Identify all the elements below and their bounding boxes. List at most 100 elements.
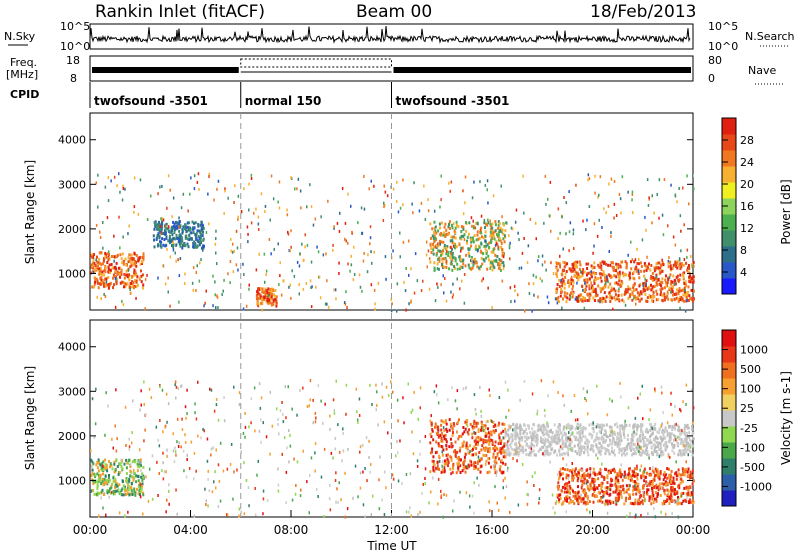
data-cell <box>635 298 637 301</box>
data-cell <box>233 270 235 273</box>
data-cell <box>600 262 602 265</box>
data-cell <box>96 278 98 281</box>
data-cell <box>594 473 596 476</box>
data-cell <box>156 426 158 429</box>
data-cell <box>662 453 664 456</box>
data-cell <box>369 384 371 387</box>
data-cell <box>583 451 585 454</box>
data-cell <box>343 449 345 452</box>
data-cell <box>140 178 142 181</box>
data-cell <box>429 470 431 473</box>
nsky-tick-low: 10^0 <box>60 40 90 53</box>
data-cell <box>594 479 596 482</box>
data-cell <box>665 428 667 431</box>
data-cell <box>338 262 340 265</box>
data-cell <box>96 224 98 227</box>
data-cell <box>597 437 599 440</box>
data-cell <box>398 480 400 483</box>
data-cell <box>632 191 634 194</box>
data-cell <box>374 289 376 292</box>
data-cell <box>597 277 599 280</box>
data-cell <box>670 403 672 406</box>
data-cell <box>674 488 676 491</box>
data-cell <box>430 433 432 436</box>
data-cell <box>112 467 114 470</box>
data-cell <box>339 212 341 215</box>
data-cell <box>499 468 501 471</box>
data-cell <box>587 299 589 302</box>
data-cell <box>169 237 171 240</box>
data-cell <box>487 179 489 182</box>
data-cell <box>285 416 287 419</box>
data-cell <box>459 447 461 450</box>
data-cell <box>635 303 637 306</box>
data-cell <box>439 233 441 236</box>
data-cell <box>98 478 100 481</box>
data-cell <box>233 386 235 389</box>
data-cell <box>685 470 687 473</box>
data-cell <box>113 447 115 450</box>
data-cell <box>617 272 619 275</box>
data-cell <box>281 294 283 297</box>
data-cell <box>288 429 290 432</box>
data-cell <box>566 484 568 487</box>
data-cell <box>585 427 587 430</box>
data-cell <box>502 430 504 433</box>
data-cell <box>288 286 290 289</box>
data-cell <box>309 474 311 477</box>
data-cell <box>193 477 195 480</box>
data-cell <box>492 447 494 450</box>
colorbar-swatch <box>722 278 736 295</box>
data-cell <box>640 290 642 293</box>
data-cell <box>617 283 619 286</box>
data-cell <box>203 245 205 248</box>
data-cell <box>560 445 562 448</box>
data-cell <box>473 462 475 465</box>
data-cell <box>356 388 358 391</box>
data-cell <box>98 286 100 289</box>
data-cell <box>449 468 451 471</box>
data-cell <box>446 250 448 253</box>
data-cell <box>279 181 281 184</box>
data-cell <box>605 211 607 214</box>
data-cell <box>650 423 652 426</box>
data-cell <box>487 219 489 222</box>
data-cell <box>357 221 359 224</box>
data-cell <box>499 267 501 270</box>
data-cell <box>233 470 235 473</box>
data-cell <box>681 502 683 505</box>
data-cell <box>572 285 574 288</box>
data-cell <box>258 216 260 219</box>
data-cell <box>668 455 670 458</box>
data-cell <box>624 436 626 439</box>
data-cell <box>193 231 195 234</box>
data-cell <box>610 484 612 487</box>
data-cell <box>118 473 120 476</box>
data-cell <box>505 431 507 434</box>
data-cell <box>335 479 337 482</box>
data-cell <box>547 394 549 397</box>
data-cell <box>379 456 381 459</box>
data-cell <box>263 490 265 493</box>
data-cell <box>97 282 99 285</box>
data-cell <box>436 283 438 286</box>
data-cell <box>173 231 175 234</box>
data-cell <box>113 283 115 286</box>
data-cell <box>397 451 399 454</box>
data-cell <box>566 452 568 455</box>
data-cell <box>471 225 473 228</box>
data-cell <box>193 266 195 269</box>
data-cell <box>693 406 695 409</box>
data-cell <box>512 428 514 431</box>
data-cell <box>688 427 690 430</box>
data-cell <box>450 472 452 475</box>
data-cell <box>105 295 107 298</box>
data-cell <box>560 288 562 291</box>
data-cell <box>594 282 596 285</box>
data-cell <box>296 187 298 190</box>
data-cell <box>463 461 465 464</box>
data-cell <box>671 470 673 473</box>
data-cell <box>586 274 588 277</box>
data-cell <box>620 463 622 466</box>
data-cell <box>444 244 446 247</box>
